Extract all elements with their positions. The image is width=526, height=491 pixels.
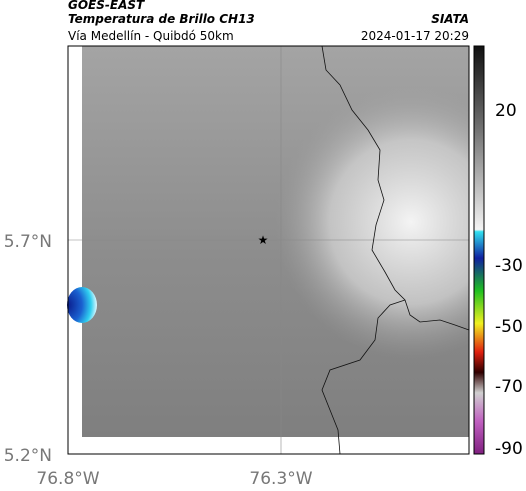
y-label: 5.2°N [4, 446, 52, 466]
cloud-top [82, 46, 469, 437]
marker: ★ [258, 233, 269, 247]
colorbar-label: -50 [495, 317, 523, 337]
y-label: 5.7°N [4, 232, 52, 252]
colorbar-label: -70 [495, 377, 523, 397]
colorbar-label: -30 [495, 256, 523, 276]
border [321, 299, 406, 455]
x-label: 76.8°W [36, 469, 99, 489]
map: ★ [67, 45, 470, 455]
product: GOES-EAST [68, 0, 145, 12]
source: SIATA [431, 12, 469, 26]
cold-cloud [67, 287, 97, 323]
x-label: 76.3°W [249, 469, 312, 489]
frame [67, 45, 470, 455]
subtitle: Vía Medellín - Quibdó 50km [68, 29, 234, 43]
colorbar-label: 20 [495, 101, 517, 121]
colorbar-label: -90 [495, 439, 523, 459]
colorbar [473, 45, 485, 455]
title: Temperatura de Brillo CH13 [68, 12, 255, 26]
datetime: 2024-01-17 20:29 [361, 29, 469, 43]
border [321, 45, 470, 331]
